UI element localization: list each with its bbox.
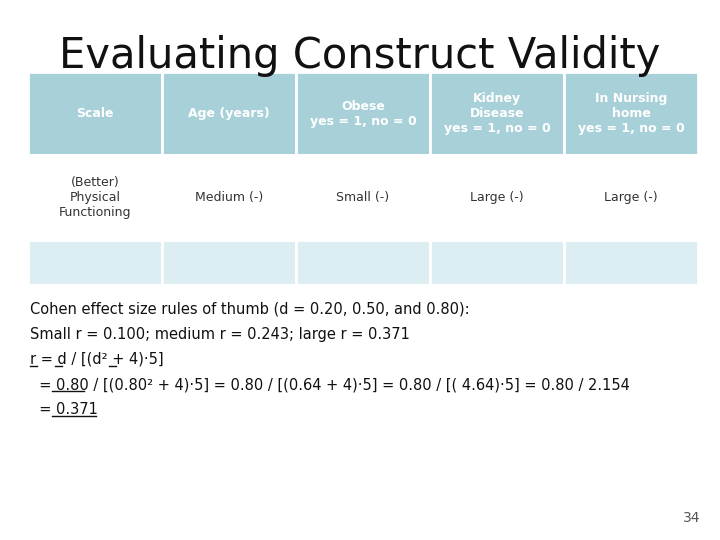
Text: Large (-): Large (-) xyxy=(470,191,524,204)
Bar xyxy=(564,240,698,285)
Bar xyxy=(162,155,296,240)
Bar xyxy=(430,240,564,285)
Text: Large (-): Large (-) xyxy=(604,191,658,204)
Bar xyxy=(430,155,564,240)
Bar xyxy=(162,240,296,285)
Text: Small r = 0.100; medium r = 0.243; large r = 0.371: Small r = 0.100; medium r = 0.243; large… xyxy=(30,327,410,342)
Text: Small (-): Small (-) xyxy=(336,191,390,204)
Bar xyxy=(296,240,430,285)
Text: Medium (-): Medium (-) xyxy=(195,191,263,204)
Bar xyxy=(430,72,564,155)
Text: = 0.371: = 0.371 xyxy=(30,402,98,417)
Text: (Better)
Physical
Functioning: (Better) Physical Functioning xyxy=(59,176,131,219)
Bar xyxy=(28,155,162,240)
Bar xyxy=(296,72,430,155)
Text: In Nursing
home
yes = 1, no = 0: In Nursing home yes = 1, no = 0 xyxy=(577,92,685,135)
Text: = 0.80 / [(0.80² + 4)·5] = 0.80 / [(0.64 + 4)·5] = 0.80 / [( 4.64)·5] = 0.80 / 2: = 0.80 / [(0.80² + 4)·5] = 0.80 / [(0.64… xyxy=(30,377,630,392)
Text: Obese
yes = 1, no = 0: Obese yes = 1, no = 0 xyxy=(310,99,416,127)
Text: Cohen effect size rules of thumb (d = 0.20, 0.50, and 0.80):: Cohen effect size rules of thumb (d = 0.… xyxy=(30,302,469,317)
Text: Scale: Scale xyxy=(76,107,114,120)
Text: 34: 34 xyxy=(683,511,700,525)
Bar xyxy=(28,72,162,155)
Text: Kidney
Disease
yes = 1, no = 0: Kidney Disease yes = 1, no = 0 xyxy=(444,92,550,135)
Bar xyxy=(564,155,698,240)
Text: Evaluating Construct Validity: Evaluating Construct Validity xyxy=(59,35,661,77)
Bar xyxy=(564,72,698,155)
Bar xyxy=(296,155,430,240)
Bar xyxy=(162,72,296,155)
Text: r = d / [(d² + 4)·5]: r = d / [(d² + 4)·5] xyxy=(30,352,163,367)
Bar xyxy=(28,240,162,285)
Text: Age (years): Age (years) xyxy=(188,107,270,120)
